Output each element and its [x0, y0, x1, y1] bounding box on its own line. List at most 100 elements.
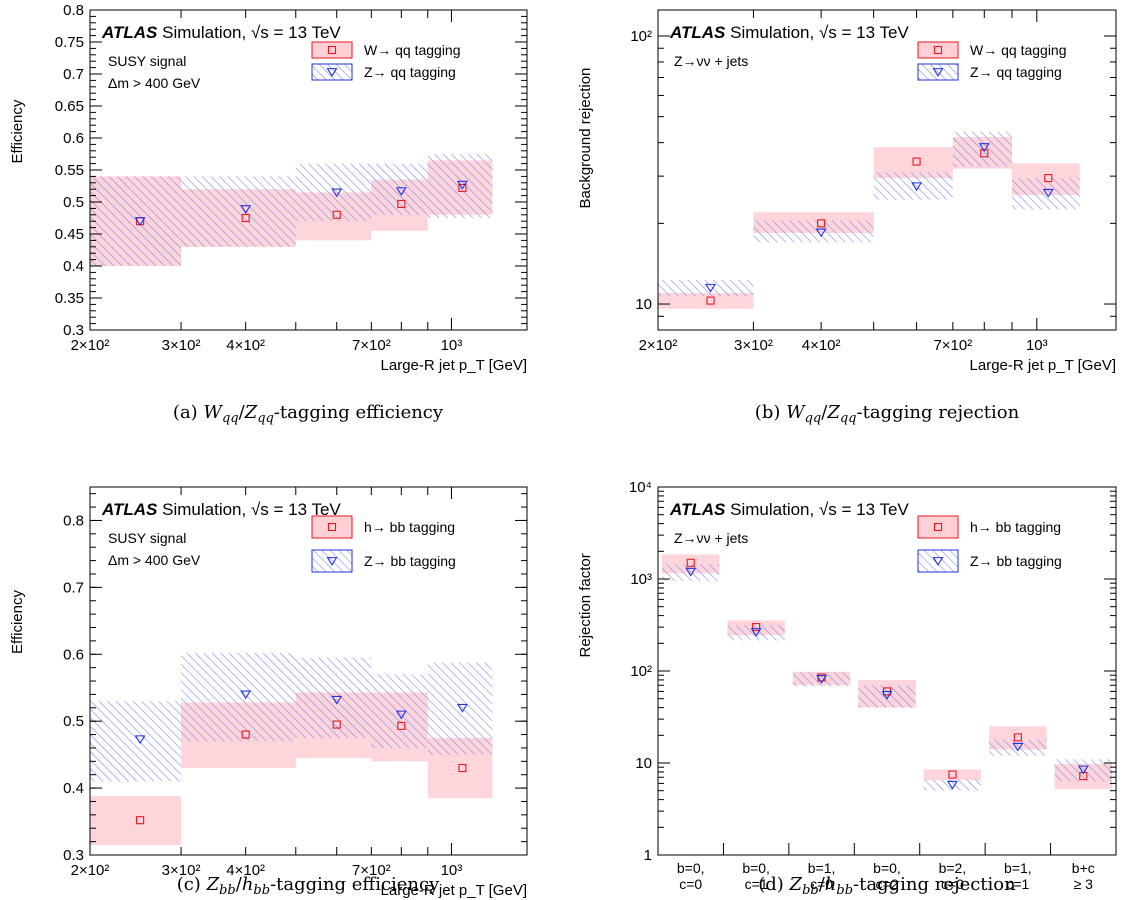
note-text: SUSY signal: [108, 53, 186, 69]
legend-label: h→ bb tagging: [364, 519, 455, 535]
legend-label: Z→ bb tagging: [970, 553, 1062, 569]
panel-a: 0.3 0.35 0.4 0.45 0.5 0.55 0.6 0.65 0.7 0.75 0.8 2×…: [9, 2, 528, 374]
band-blue: [753, 220, 874, 243]
band-blue: [662, 564, 720, 582]
band-blue: [181, 652, 296, 742]
marker-square: [980, 149, 989, 158]
legend-label: Z→ qq tagging: [364, 64, 456, 80]
y-tick-label: 0.7: [63, 66, 84, 83]
marker-square: [458, 763, 467, 773]
legend-swatch-blue: [917, 63, 959, 81]
y-tick-label: 0.6: [63, 130, 84, 147]
marker-triangle: [911, 182, 923, 192]
x-category-label: b=1,: [808, 860, 836, 876]
note-text: Z→νν + jets: [674, 53, 748, 69]
x-category-label: c=0: [941, 876, 964, 892]
y-tick-label: 0.8: [63, 512, 84, 529]
marker-square: [706, 296, 715, 305]
marker-square: [458, 183, 467, 192]
marker-square: [817, 219, 826, 228]
plot-frame: [89, 486, 528, 856]
band-blue: [989, 739, 1047, 756]
marker-triangle: [978, 143, 990, 152]
x-category-label: c=0: [810, 876, 833, 892]
band-blue: [427, 154, 493, 218]
x-category-label: c=1: [1006, 876, 1029, 892]
x-tick-label: 2×10²: [639, 337, 678, 354]
marker-triangle: [395, 187, 407, 196]
y-tick-label: 10³: [630, 571, 652, 588]
marker-triangle: [134, 735, 146, 745]
legend-marker-triangle: [932, 68, 944, 77]
panel-c: 0.3 0.4 0.5 0.6 0.7 0.8 2×10² 3×10² 4×10² 7×10² 10…: [9, 486, 528, 899]
y-tick-label: 10: [635, 755, 652, 772]
x-category-label: c=2: [876, 876, 899, 892]
x-tick-label: 4×10²: [802, 337, 841, 354]
x-category-label: b=0,: [742, 860, 770, 876]
y-tick-label: 10²: [630, 663, 652, 680]
marker-triangle: [1042, 188, 1054, 198]
marker-triangle: [1077, 765, 1089, 775]
legend-swatch-red: [311, 515, 353, 539]
y-tick-label: 0.4: [63, 780, 84, 797]
note-text: Δm > 400 GeV: [108, 552, 201, 568]
legend-swatch-red: [311, 41, 353, 59]
band-red: [90, 796, 182, 845]
y-tick-label: 0.3: [63, 847, 84, 864]
panel-b: 10 10² 2×10² 3×10² 4×10² 7×10² 10³ Large-R jet …: [577, 9, 1117, 374]
y-tick-label: 0.5: [63, 713, 84, 730]
x-category-label: c=1: [745, 876, 768, 892]
legend-swatch-blue: [311, 549, 353, 573]
y-tick-label: 10: [635, 296, 652, 313]
x-axis-label: Large-R jet p_T [GeV]: [381, 882, 527, 899]
y-tick-label: 0.75: [55, 34, 84, 51]
marker-triangle: [240, 205, 252, 214]
caption-3: (c) Zbb/hbb-tagging efficiency: [177, 874, 440, 898]
marker-square: [1013, 733, 1022, 742]
band-blue: [873, 172, 953, 200]
legend-swatch-blue: [917, 549, 959, 573]
legend-marker-triangle: [326, 68, 338, 77]
x-tick-label: 7×10²: [352, 862, 391, 879]
marker-triangle: [750, 628, 762, 637]
atlas-label: ATLAS Simulation, √s = 13 TeV: [101, 500, 341, 519]
y-tick-label: 0.35: [55, 290, 84, 307]
band-blue: [90, 701, 182, 782]
legend-label: h→ bb tagging: [970, 519, 1061, 535]
x-category-label: b=0,: [677, 860, 705, 876]
y-axis-label: Efficiency: [9, 590, 26, 654]
x-tick-label: 7×10²: [352, 337, 391, 354]
x-tick-label: 10³: [1026, 337, 1048, 354]
y-tick-label: 0.4: [63, 258, 84, 275]
caption-2: (b) Wqq/Zqq-tagging rejection: [755, 402, 1020, 426]
band-blue: [858, 685, 916, 708]
y-tick-label: 10²: [630, 28, 652, 45]
legend-marker-square: [933, 522, 943, 532]
marker-triangle: [705, 283, 717, 293]
note-text: Δm > 400 GeV: [108, 75, 201, 91]
band-blue: [181, 176, 296, 247]
marker-square: [397, 199, 406, 208]
y-tick-label: 0.5: [63, 194, 84, 211]
caption-1: (a) Wqq/Zqq-tagging efficiency: [173, 402, 444, 426]
band-red: [658, 292, 754, 309]
marker-triangle: [331, 695, 343, 705]
band-blue: [727, 625, 785, 641]
marker-triangle: [816, 675, 828, 684]
x-axis-label: Large-R jet p_T [GeV]: [381, 357, 527, 374]
legend-label: Z→ bb tagging: [364, 553, 456, 569]
x-category-label: b=1,: [1004, 860, 1032, 876]
y-tick-label: 0.65: [55, 98, 84, 115]
x-tick-label: 2×10²: [71, 862, 110, 879]
x-tick-label: 10³: [441, 862, 463, 879]
x-tick-label: 3×10²: [162, 337, 201, 354]
y-tick-label: 0.3: [63, 322, 84, 339]
x-category-label: ≥ 3: [1074, 876, 1094, 892]
marker-triangle: [456, 703, 468, 713]
band-red: [923, 769, 982, 781]
y-axis-label: Efficiency: [9, 99, 26, 163]
y-tick-label: 0.55: [55, 162, 84, 179]
marker-square: [332, 210, 341, 219]
y-tick-label: 0.45: [55, 226, 84, 243]
